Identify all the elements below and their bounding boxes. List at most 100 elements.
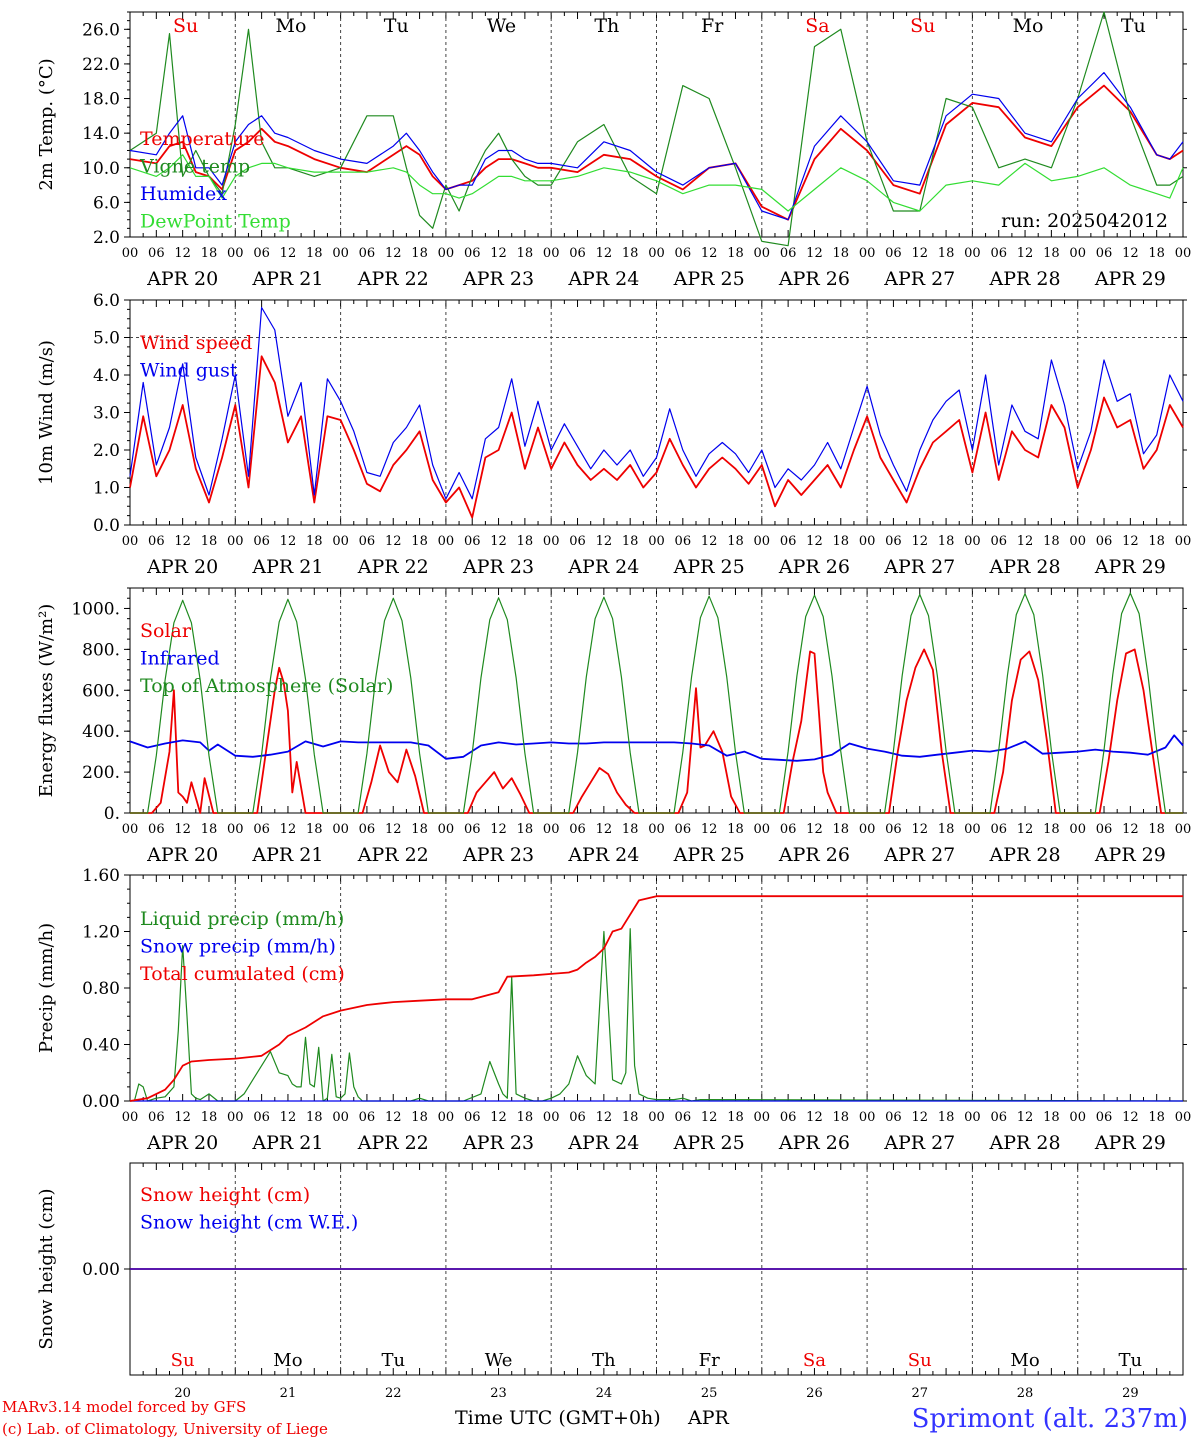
hour-label: 00 bbox=[859, 1110, 876, 1125]
y-tick-label: 200. bbox=[82, 763, 120, 783]
series-line-3-3 bbox=[130, 592, 1183, 814]
y-tick-label: 0.40 bbox=[82, 1036, 120, 1056]
hour-label: 06 bbox=[1096, 246, 1113, 261]
hour-label: 00 bbox=[332, 534, 349, 549]
hour-label: 06 bbox=[148, 534, 165, 549]
date-label: APR 25 bbox=[673, 556, 745, 578]
legend-entry: Snow height (cm) bbox=[140, 1184, 310, 1206]
hour-label: 12 bbox=[1122, 534, 1139, 549]
hour-label: 12 bbox=[1122, 246, 1139, 261]
hour-label: 06 bbox=[990, 246, 1007, 261]
legend-entry: DewPoint Temp bbox=[140, 211, 291, 233]
panel-5 bbox=[124, 1162, 1187, 1376]
hour-label: 18 bbox=[727, 822, 744, 837]
y-axis-label: Snow height (cm) bbox=[36, 1188, 57, 1349]
y-tick-label: 26.0 bbox=[82, 20, 120, 40]
plot-frame bbox=[129, 11, 1184, 238]
legend-entry: Temperature bbox=[140, 128, 264, 150]
day-number: 26 bbox=[806, 1386, 823, 1401]
hour-label: 12 bbox=[280, 822, 297, 837]
hour-label: 06 bbox=[253, 534, 270, 549]
hour-label: 00 bbox=[1175, 534, 1192, 549]
hour-label: 12 bbox=[701, 822, 718, 837]
hour-label: 06 bbox=[569, 1110, 586, 1125]
hour-label: 18 bbox=[517, 1110, 534, 1125]
hour-label: 18 bbox=[1148, 534, 1165, 549]
legend-entry: Humidex bbox=[140, 183, 227, 205]
hour-label: 00 bbox=[964, 1110, 981, 1125]
hour-label: 12 bbox=[806, 822, 823, 837]
day-label: We bbox=[485, 1350, 513, 1371]
day-label: Su bbox=[171, 1350, 195, 1371]
day-label: Tu bbox=[1119, 1350, 1143, 1371]
day-number: 25 bbox=[701, 1386, 718, 1401]
hour-label: 00 bbox=[332, 822, 349, 837]
hour-label: 18 bbox=[938, 1110, 955, 1125]
hour-label: 00 bbox=[1175, 246, 1192, 261]
hour-label: 06 bbox=[569, 534, 586, 549]
hour-label: 06 bbox=[675, 246, 692, 261]
hour-label: 18 bbox=[517, 534, 534, 549]
y-tick-label: 5.0 bbox=[93, 329, 120, 349]
hour-label: 06 bbox=[253, 246, 270, 261]
hour-label: 12 bbox=[911, 1110, 928, 1125]
legend-entry: Snow precip (mm/h) bbox=[140, 936, 336, 958]
legend-entry: Total cumulated (cm) bbox=[140, 963, 345, 985]
date-label: APR 22 bbox=[357, 556, 429, 578]
day-label: Tu bbox=[381, 1350, 405, 1371]
hour-label: 00 bbox=[648, 246, 665, 261]
date-label: APR 22 bbox=[357, 844, 429, 866]
hour-label: 18 bbox=[938, 534, 955, 549]
hour-label: 06 bbox=[1096, 822, 1113, 837]
hour-label: 06 bbox=[885, 534, 902, 549]
hour-label: 00 bbox=[1175, 822, 1192, 837]
hour-label: 12 bbox=[490, 1110, 507, 1125]
hour-label: 18 bbox=[411, 534, 428, 549]
hour-label: 18 bbox=[306, 822, 323, 837]
hour-label: 18 bbox=[1043, 246, 1060, 261]
day-label: Th bbox=[592, 1350, 616, 1371]
credit-line-2: (c) Lab. of Climatology, University of L… bbox=[2, 1420, 328, 1438]
date-label: APR 29 bbox=[1094, 1132, 1166, 1154]
hour-label: 18 bbox=[306, 246, 323, 261]
y-tick-label: 1.20 bbox=[82, 923, 120, 943]
hour-label: 18 bbox=[201, 1110, 218, 1125]
hour-label: 18 bbox=[517, 246, 534, 261]
hour-label: 00 bbox=[438, 822, 455, 837]
date-label: APR 23 bbox=[462, 844, 534, 866]
date-label: APR 23 bbox=[462, 556, 534, 578]
date-label: APR 26 bbox=[778, 844, 850, 866]
time-axis-label: Time UTC (GMT+0h) bbox=[455, 1407, 661, 1429]
plot-frame bbox=[129, 299, 1184, 526]
hour-label: 18 bbox=[622, 246, 639, 261]
day-number: 21 bbox=[280, 1386, 297, 1401]
run-label: run: 2025042012 bbox=[1001, 210, 1168, 232]
hour-label: 06 bbox=[780, 246, 797, 261]
day-label: Mo bbox=[275, 15, 306, 37]
date-label: APR 25 bbox=[673, 268, 745, 290]
hour-label: 18 bbox=[727, 534, 744, 549]
hour-label: 00 bbox=[859, 534, 876, 549]
hour-label: 00 bbox=[122, 822, 139, 837]
date-label: APR 20 bbox=[146, 556, 218, 578]
hour-label: 00 bbox=[754, 246, 771, 261]
hour-label: 18 bbox=[411, 1110, 428, 1125]
hour-label: 18 bbox=[1148, 1110, 1165, 1125]
date-label: APR 24 bbox=[567, 556, 639, 578]
series-line-2-1 bbox=[129, 355, 1184, 519]
date-label: APR 21 bbox=[251, 268, 323, 290]
panel-2 bbox=[124, 299, 1187, 526]
legend-entry: Wind speed bbox=[140, 332, 252, 354]
day-number: 28 bbox=[1017, 1386, 1034, 1401]
hour-label: 12 bbox=[385, 534, 402, 549]
day-label: Mo bbox=[1010, 1350, 1039, 1371]
y-tick-label: 0.00 bbox=[82, 1092, 120, 1112]
date-label: APR 24 bbox=[567, 268, 639, 290]
day-label: Mo bbox=[1013, 15, 1044, 37]
day-label: Su bbox=[910, 15, 935, 37]
hour-label: 18 bbox=[727, 246, 744, 261]
hour-label: 06 bbox=[780, 1110, 797, 1125]
hour-label: 12 bbox=[1017, 534, 1034, 549]
legend-entry: Vigne temp bbox=[139, 156, 250, 178]
